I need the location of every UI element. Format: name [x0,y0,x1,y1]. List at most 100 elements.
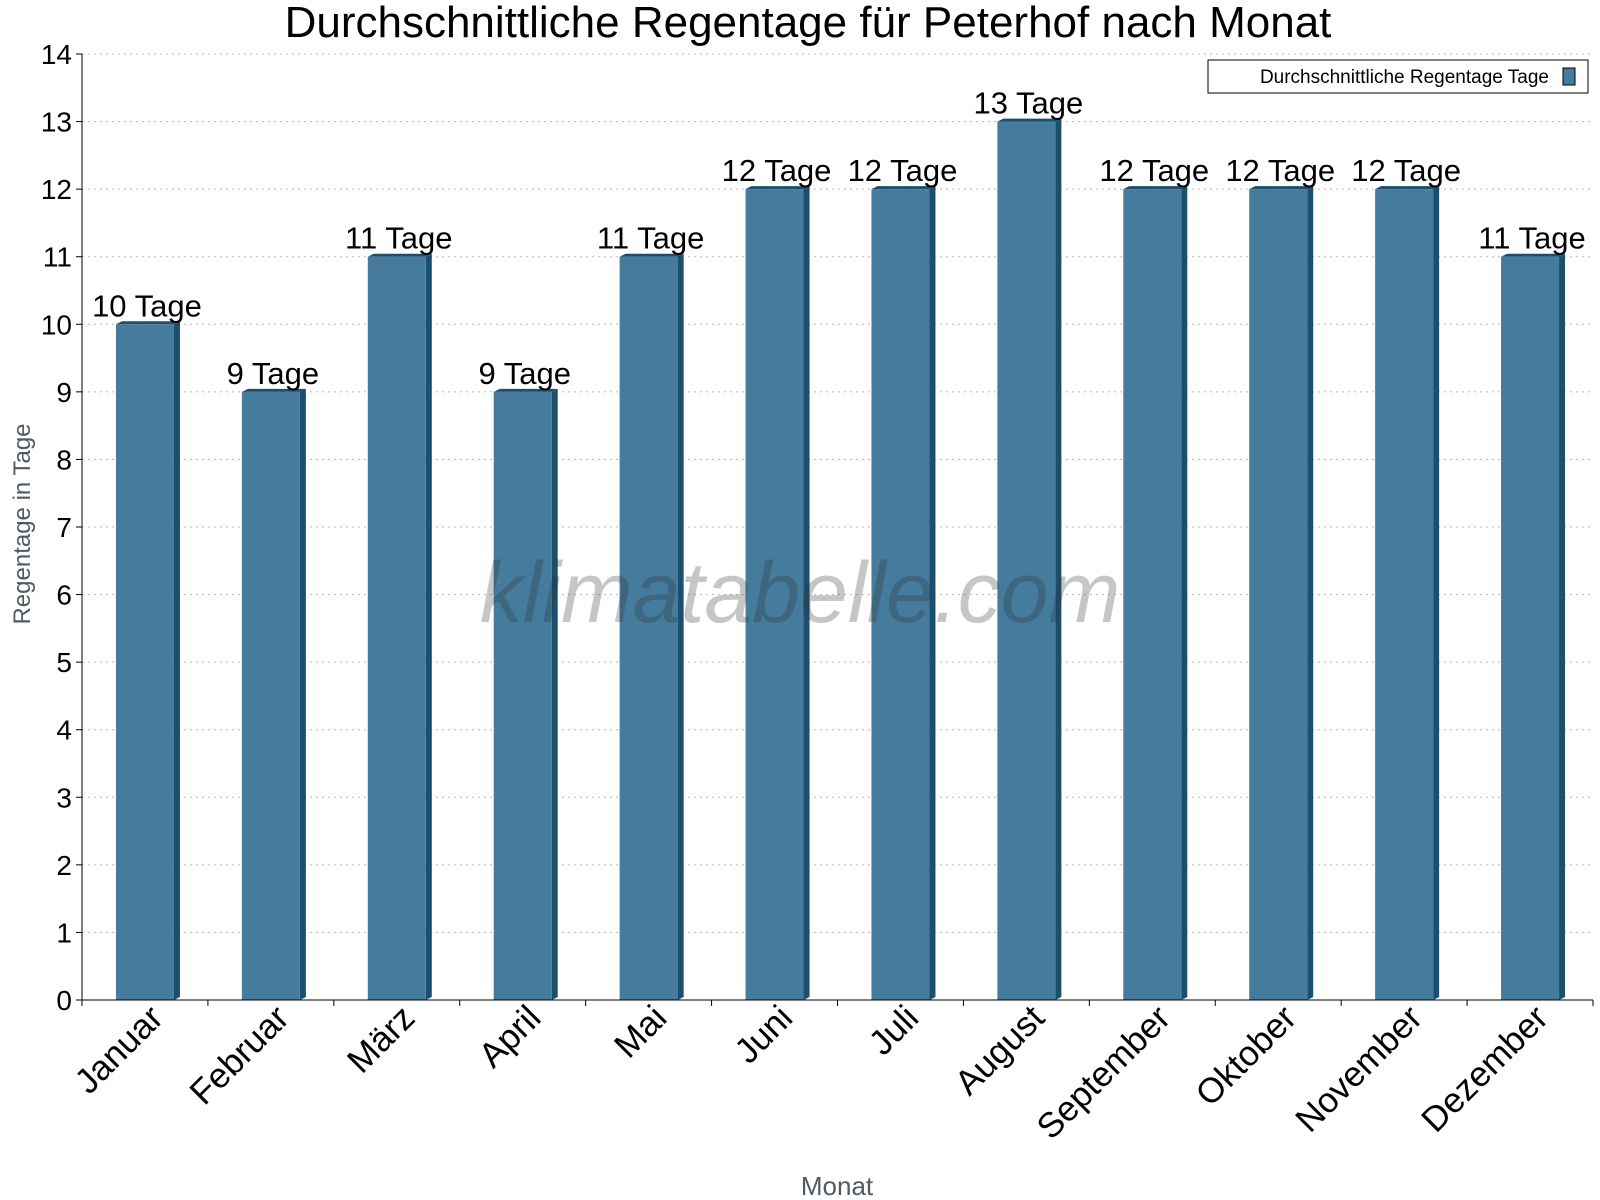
x-tick-label: Juni [727,998,800,1071]
y-tick-label: 1 [56,917,72,948]
bar-top [115,321,180,325]
y-tick-label: 0 [56,985,72,1016]
bar-front [871,189,930,1001]
bar-side [299,388,306,1000]
y-tick-label: 4 [56,715,72,746]
bar-top [493,388,558,392]
bar [997,118,1062,1001]
bar [1501,253,1566,1000]
bar-top [619,253,684,257]
bar-side [1307,186,1314,1001]
bar-top [1249,186,1314,190]
bar-front [1375,189,1434,1001]
x-axis: Januar Februar März April Mai Juni Juli AugustS… [67,998,1594,1147]
bar-side [803,186,810,1001]
bar-side [1055,118,1062,1001]
data-label: 12 Tage [848,153,958,188]
y-tick-label: 7 [56,512,72,543]
bar-front [619,256,678,1000]
legend-swatch [1562,67,1576,86]
x-tick-label: März [340,998,423,1081]
data-label: 12 Tage [722,153,832,188]
y-tick-label: 10 [41,309,72,340]
bar-side [1181,186,1188,1001]
bar [1375,186,1440,1001]
data-label: 11 Tage [1478,221,1585,256]
bar-top [1123,186,1188,190]
bar-top [367,253,432,257]
bar-front [115,324,174,1000]
data-label: 11 Tage [345,221,452,256]
y-tick-label: 8 [56,444,72,475]
bar-front [493,391,552,1000]
bar [115,321,180,1000]
watermark: klimatabelle.com [480,545,1120,641]
x-tick-label: April [471,998,548,1075]
data-label: 10 Tage [92,288,202,323]
bar [871,186,936,1001]
y-tick-label: 13 [41,107,72,138]
bar-top [1375,186,1440,190]
bar-side [1559,253,1566,1000]
bar-front [745,189,804,1001]
y-tick-label: 14 [41,39,72,70]
bar-front [367,256,426,1000]
legend: Durchschnittliche Regentage Tage [1207,59,1589,94]
bar-side [677,253,684,1000]
data-label: 12 Tage [1351,153,1461,188]
data-label: 12 Tage [1099,153,1209,188]
bar [493,388,558,1000]
y-tick-label: 9 [56,377,72,408]
bars [115,118,1566,1001]
x-axis-title: Monat [801,1171,874,1200]
bar-side [551,388,558,1000]
y-tick-label: 5 [56,647,72,678]
bar-front [241,391,300,1000]
bar [241,388,306,1000]
bar-top [1501,253,1566,257]
chart-title: Durchschnittliche Regentage für Peterhof… [285,0,1332,47]
x-tick-label: Mai [607,998,674,1065]
y-tick-label: 6 [56,580,72,611]
bar-side [173,321,180,1000]
x-tick-label: August [947,998,1052,1103]
x-tick-label: September [1029,998,1178,1147]
data-label: 12 Tage [1225,153,1335,188]
bar-front [1249,189,1308,1001]
bar-top [241,388,306,392]
bar-top [871,186,936,190]
bar-top [997,118,1062,122]
bar-side [425,253,432,1000]
x-tick-label: Dezember [1414,998,1556,1140]
bar [619,253,684,1000]
x-tick-label: Januar [67,998,170,1101]
bar [745,186,810,1001]
bar-side [929,186,936,1001]
legend-box [1207,59,1589,94]
x-tick-label: Juli [861,998,926,1063]
bar-top [745,186,810,190]
data-label: 13 Tage [973,86,1083,121]
bar-side [1433,186,1440,1001]
y-tick-label: 12 [41,174,72,205]
bar [1249,186,1314,1001]
x-tick-label: November [1288,998,1430,1140]
data-label: 9 Tage [478,356,571,391]
data-label: 11 Tage [597,221,704,256]
bar [1123,186,1188,1001]
bar-front [997,121,1056,1001]
x-tick-label: Februar [182,998,296,1112]
y-axis-title: Regentage in Tage [9,423,36,624]
bar-front [1501,256,1560,1000]
data-labels: 10 Tage 9 Tage 11 Tage 9 Tage 11 Tage 12 Tage… [92,86,1586,391]
y-tick-label: 11 [43,242,72,273]
legend-label: Durchschnittliche Regentage Tage [1260,67,1549,88]
bar [367,253,432,1000]
y-tick-label: 2 [56,850,72,881]
x-tick-label: Oktober [1188,998,1304,1114]
y-tick-label: 3 [56,782,72,813]
data-label: 9 Tage [227,356,320,391]
bar-front [1123,189,1182,1001]
